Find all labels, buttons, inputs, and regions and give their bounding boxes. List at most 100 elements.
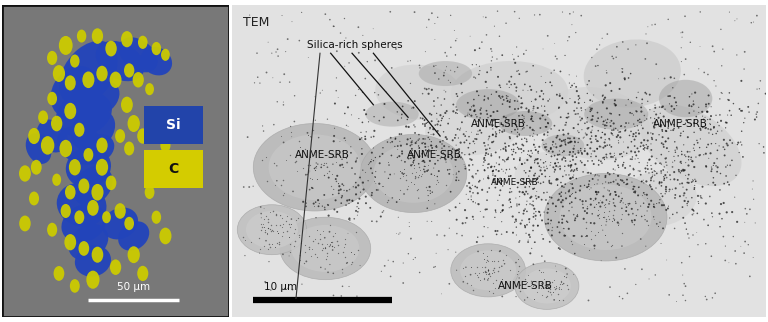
- Point: [678, 167, 690, 173]
- Point: [603, 136, 615, 141]
- Point: [502, 99, 514, 104]
- Point: [369, 155, 382, 160]
- Point: [499, 141, 511, 146]
- Ellipse shape: [57, 126, 106, 165]
- Point: [517, 143, 529, 148]
- Point: [538, 132, 550, 137]
- Point: [492, 74, 504, 80]
- Point: [634, 117, 646, 122]
- Point: [318, 172, 330, 177]
- Point: [610, 55, 622, 60]
- Point: [447, 102, 459, 107]
- Point: [564, 165, 577, 170]
- Point: [620, 103, 632, 108]
- Point: [414, 167, 426, 172]
- Point: [329, 155, 341, 160]
- Point: [594, 222, 607, 227]
- Point: [399, 159, 411, 165]
- Point: [328, 133, 340, 138]
- Point: [305, 254, 317, 259]
- Point: [519, 281, 531, 286]
- Point: [628, 184, 641, 189]
- Point: [479, 269, 492, 274]
- Point: [660, 189, 672, 194]
- Point: [291, 168, 303, 173]
- Text: ANME-SRB: ANME-SRB: [653, 118, 708, 128]
- Point: [662, 206, 674, 211]
- Point: [468, 97, 480, 102]
- Point: [366, 219, 378, 224]
- Point: [274, 213, 286, 218]
- Point: [588, 205, 601, 210]
- Point: [569, 196, 581, 201]
- Point: [614, 152, 626, 157]
- Point: [402, 59, 414, 64]
- Point: [259, 229, 271, 234]
- Point: [393, 154, 406, 159]
- Point: [563, 189, 575, 194]
- Point: [342, 231, 354, 236]
- Point: [564, 96, 576, 101]
- Point: [293, 257, 306, 262]
- Point: [459, 166, 472, 171]
- Point: [538, 190, 550, 195]
- Point: [551, 56, 563, 62]
- Point: [707, 44, 719, 49]
- Point: [287, 230, 300, 235]
- Point: [531, 177, 543, 182]
- Point: [680, 160, 692, 165]
- Point: [614, 200, 627, 205]
- Point: [663, 149, 675, 154]
- Point: [340, 260, 353, 266]
- Point: [478, 156, 490, 162]
- Point: [482, 142, 495, 147]
- Ellipse shape: [92, 28, 103, 44]
- Ellipse shape: [74, 210, 84, 224]
- Point: [560, 275, 572, 280]
- Point: [359, 137, 372, 142]
- Point: [237, 185, 250, 190]
- Point: [654, 160, 667, 166]
- Point: [359, 194, 372, 199]
- Point: [581, 185, 593, 190]
- Point: [489, 150, 502, 155]
- Point: [270, 49, 282, 54]
- Text: ANME-SRB: ANME-SRB: [472, 118, 526, 128]
- Point: [469, 75, 482, 80]
- Point: [581, 204, 594, 209]
- Ellipse shape: [541, 135, 584, 156]
- Point: [349, 171, 361, 176]
- Point: [530, 147, 542, 153]
- Point: [465, 197, 478, 202]
- Point: [527, 179, 539, 185]
- Point: [572, 93, 584, 99]
- Point: [521, 202, 533, 207]
- Point: [464, 107, 476, 112]
- Point: [588, 221, 601, 226]
- Point: [530, 196, 542, 201]
- Point: [511, 99, 524, 104]
- Point: [541, 210, 554, 215]
- Point: [750, 114, 763, 119]
- Point: [420, 87, 432, 92]
- Point: [465, 194, 477, 200]
- Point: [664, 177, 677, 182]
- Point: [524, 84, 536, 89]
- Point: [697, 125, 709, 130]
- Point: [613, 221, 625, 226]
- Point: [311, 255, 323, 260]
- Point: [482, 278, 494, 283]
- Point: [553, 286, 565, 291]
- Point: [542, 98, 554, 103]
- Point: [527, 134, 539, 139]
- Point: [615, 216, 627, 222]
- Point: [349, 159, 362, 164]
- Point: [667, 212, 679, 217]
- Point: [564, 239, 577, 244]
- Point: [488, 109, 500, 115]
- Point: [396, 104, 409, 109]
- Point: [595, 135, 607, 140]
- Point: [674, 194, 686, 199]
- Point: [614, 294, 626, 299]
- Point: [588, 161, 600, 166]
